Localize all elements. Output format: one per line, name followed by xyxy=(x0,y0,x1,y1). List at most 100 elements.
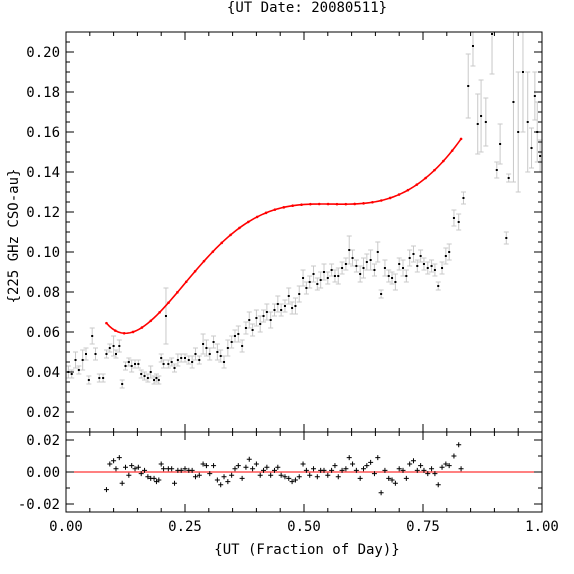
residual-point xyxy=(123,464,128,470)
residual-point xyxy=(364,463,370,469)
residual-point xyxy=(221,474,227,480)
fit-curve-marker xyxy=(158,310,161,314)
residual-point xyxy=(129,463,135,469)
main-data-point xyxy=(539,155,542,157)
residual-point xyxy=(439,464,445,470)
residual-point xyxy=(261,467,267,473)
residual-point xyxy=(446,463,452,469)
fit-curve-marker xyxy=(211,250,215,253)
main-data-point xyxy=(512,101,515,103)
main-data-point xyxy=(108,347,111,349)
main-data-point xyxy=(170,361,173,363)
main-data-point xyxy=(124,365,127,367)
residual-point xyxy=(339,467,345,473)
fit-curve-marker xyxy=(247,220,250,224)
residual-point xyxy=(243,464,249,470)
residual-point xyxy=(378,490,384,496)
residual-point xyxy=(257,472,263,478)
fit-curve-marker xyxy=(140,326,144,329)
main-data-point xyxy=(244,327,247,329)
residual-point xyxy=(196,472,202,478)
residual-point xyxy=(214,477,220,483)
residual-point xyxy=(145,474,151,480)
main-y-tick-label: 0.06 xyxy=(26,325,60,341)
residual-point xyxy=(303,467,309,473)
residual-point xyxy=(456,442,462,448)
main-data-point xyxy=(351,257,354,259)
residual-point xyxy=(400,467,406,473)
main-data-point xyxy=(230,341,233,343)
residual-point xyxy=(235,463,241,469)
fit-curve-marker xyxy=(388,196,392,200)
residual-point xyxy=(414,467,420,473)
main-data-point xyxy=(153,379,156,381)
residual-point xyxy=(375,455,381,461)
residual-point xyxy=(429,466,435,472)
main-data-point xyxy=(105,353,108,355)
main-data-point xyxy=(194,353,197,355)
main-data-point xyxy=(294,305,297,307)
main-data-point xyxy=(308,281,311,283)
residual-point xyxy=(435,482,441,488)
main-data-point xyxy=(180,357,183,359)
main-data-point xyxy=(298,293,301,295)
residual-point xyxy=(282,474,288,480)
main-data-point xyxy=(330,269,333,271)
main-y-tick-label: 0.04 xyxy=(26,365,60,381)
main-y-tick-label: 0.20 xyxy=(26,45,60,61)
residual-point xyxy=(239,475,245,481)
residual-point xyxy=(126,472,132,478)
main-data-point xyxy=(344,263,347,265)
main-data-point xyxy=(146,377,149,379)
main-data-point xyxy=(280,309,283,311)
main-data-point xyxy=(507,177,510,179)
main-data-point xyxy=(387,275,390,277)
main-data-point xyxy=(326,277,329,279)
main-data-point xyxy=(316,283,319,285)
x-tick-label: 0.50 xyxy=(287,519,321,535)
residual-point xyxy=(229,472,235,478)
main-data-point xyxy=(255,317,258,319)
residual-point xyxy=(403,475,409,481)
residual-point xyxy=(286,475,292,481)
main-data-point xyxy=(391,277,394,279)
main-points xyxy=(67,33,542,385)
fit-curve-marker xyxy=(309,202,312,206)
residual-point xyxy=(156,477,162,483)
main-data-point xyxy=(462,197,465,199)
main-y-tick-label: 0.18 xyxy=(26,85,60,101)
main-data-point xyxy=(505,237,508,239)
fit-curve-marker xyxy=(264,211,268,215)
main-data-point xyxy=(205,347,208,349)
main-data-point xyxy=(81,359,84,361)
main-data-point xyxy=(118,345,121,347)
residual-point xyxy=(178,467,184,473)
main-errorbars xyxy=(65,32,543,389)
residual-point xyxy=(421,467,427,473)
main-data-point xyxy=(121,383,124,385)
fit-curve-marker xyxy=(184,280,188,284)
residual-point xyxy=(418,463,424,469)
main-data-point xyxy=(191,361,194,363)
residual-point xyxy=(307,472,313,478)
main-data-point xyxy=(176,359,179,361)
main-data-point xyxy=(164,315,167,317)
main-data-point xyxy=(471,45,474,47)
residual-point xyxy=(407,461,413,467)
residual-point xyxy=(332,463,338,469)
fit-curve-marker xyxy=(450,149,454,152)
main-data-point xyxy=(405,275,408,277)
residual-point xyxy=(353,467,359,473)
residual-point xyxy=(361,466,366,472)
residual-y-tick-label: -0.02 xyxy=(18,497,60,513)
main-data-point xyxy=(521,71,524,73)
fit-curve-marker xyxy=(114,329,117,332)
main-data-point xyxy=(457,221,460,223)
main-data-point xyxy=(408,257,411,259)
main-data-point xyxy=(398,263,401,265)
residual-point xyxy=(264,464,270,470)
main-data-point xyxy=(467,85,470,87)
main-data-point xyxy=(287,295,290,297)
main-data-point xyxy=(198,359,201,361)
main-data-point xyxy=(77,369,80,371)
